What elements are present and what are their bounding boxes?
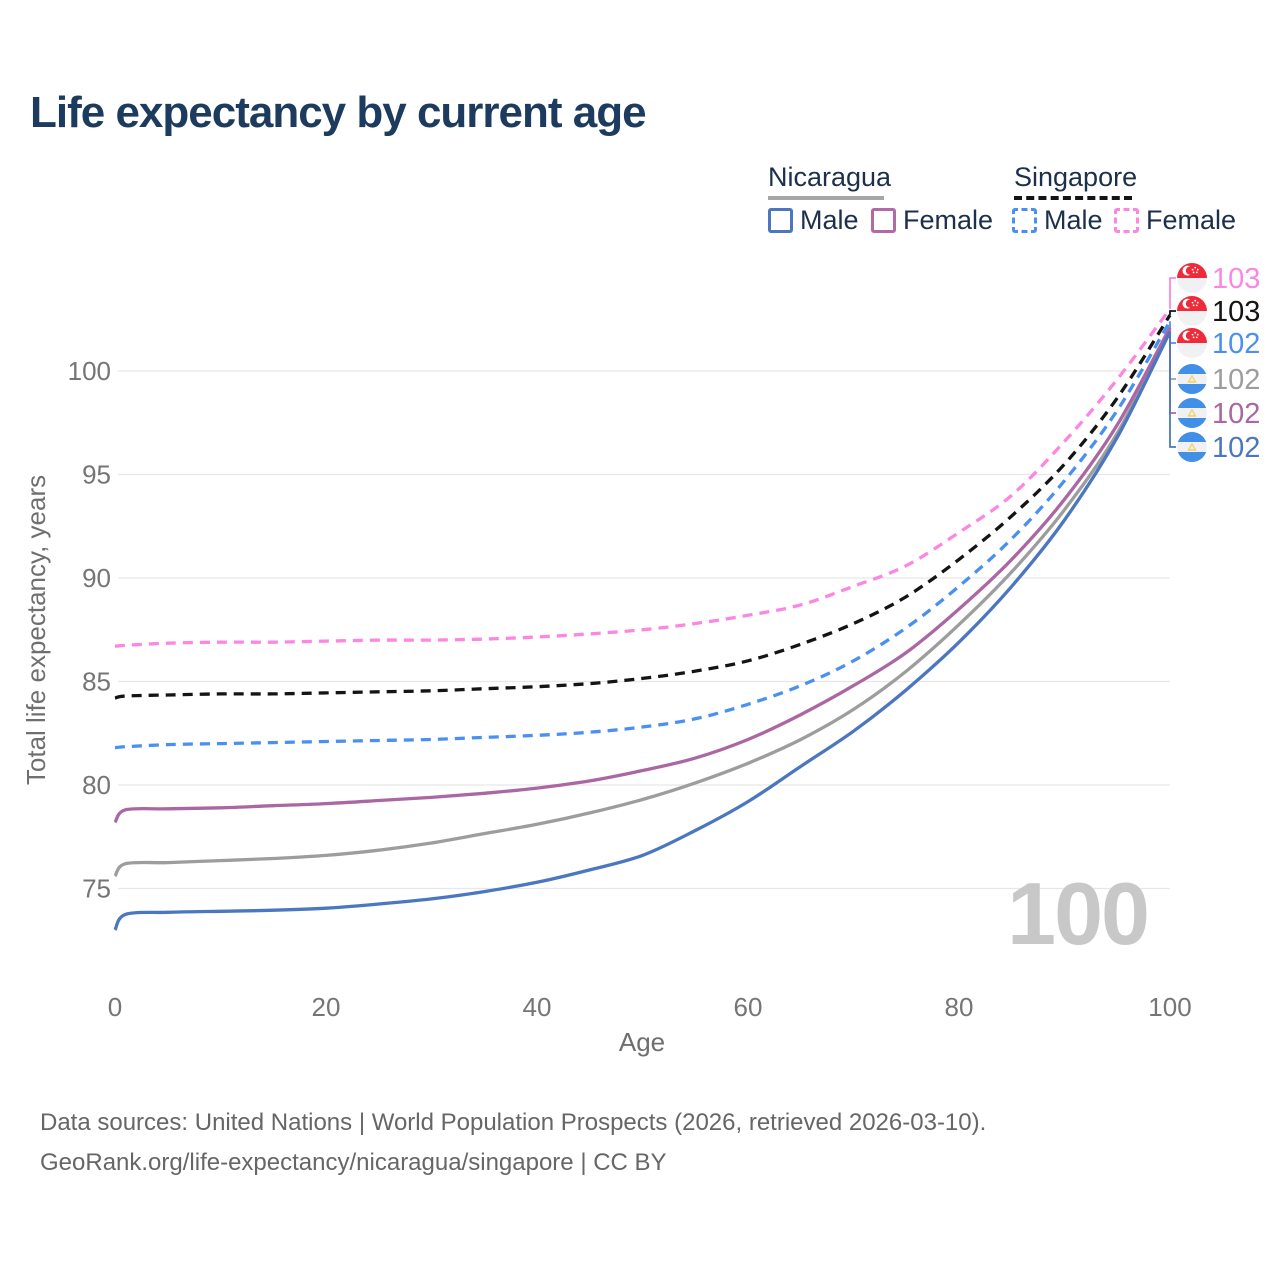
leader-sg-all	[1169, 310, 1176, 316]
page-title: Life expectancy by current age	[30, 88, 647, 137]
flag-icon-sg-all	[1177, 296, 1207, 326]
series-line-ni-male	[113, 330, 1172, 931]
flag-icon-ni-all	[1177, 364, 1207, 394]
legend-item-singapore-male: Male	[1012, 205, 1103, 236]
x-axis-title: Age	[619, 1027, 665, 1057]
legend-country-nicaragua-label: Nicaragua	[768, 162, 892, 192]
legend-label-nicaragua-male: Male	[800, 205, 859, 235]
series-line-sg-all	[114, 314, 1172, 700]
legend-singapore-line-swatch	[1014, 196, 1132, 200]
x-tick-label-80: 80	[945, 992, 974, 1022]
legend-country-singapore-label: Singapore	[1014, 162, 1138, 192]
y-tick-label-80: 80	[82, 770, 111, 800]
leader-sg-female	[1169, 277, 1176, 309]
series-line-sg-female	[114, 307, 1172, 648]
y-tick-label-90: 90	[82, 563, 111, 593]
series-line-ni-all	[113, 328, 1172, 878]
end-value-label-ni-all: 102	[1212, 364, 1260, 396]
end-value-label-sg-female: 103	[1212, 263, 1260, 295]
flag-icon-ni-female	[1177, 398, 1207, 428]
x-tick-label-20: 20	[312, 992, 341, 1022]
y-tick-label-75: 75	[82, 874, 111, 904]
legend-label-singapore-female: Female	[1146, 205, 1237, 235]
end-value-label-ni-male: 102	[1212, 432, 1260, 464]
flag-icon-sg-female	[1177, 263, 1207, 293]
y-tick-label-85: 85	[82, 667, 111, 697]
series-line-sg-male	[114, 320, 1172, 750]
legend-country-singapore[interactable]: Singapore	[1014, 162, 1137, 200]
legend-checkbox-nicaragua-male[interactable]	[768, 208, 793, 233]
y-axis-title: Total life expectancy, years	[21, 475, 51, 785]
attribution-text: GeoRank.org/life-expectancy/nicaragua/si…	[40, 1149, 667, 1176]
y-tick-label-95: 95	[82, 460, 111, 490]
flag-icon-ni-male	[1177, 432, 1207, 462]
legend-nicaragua-line-swatch	[768, 196, 884, 200]
age-frame-watermark: 100	[1007, 864, 1148, 963]
legend-checkbox-singapore-male[interactable]	[1012, 208, 1037, 233]
legend-label-nicaragua-female: Female	[903, 205, 994, 235]
legend-country-nicaragua[interactable]: Nicaragua	[768, 162, 891, 200]
x-tick-label-100: 100	[1148, 992, 1191, 1022]
series-line-ni-female	[113, 326, 1172, 824]
data-sources-text: Data sources: United Nations | World Pop…	[40, 1109, 987, 1136]
legend-item-nicaragua-male: Male	[768, 205, 859, 236]
series-lines-layer	[113, 307, 1172, 931]
axis-labels-layer: 75 80 85 90 95 100 0 20 40 60 80 100 Age Total life e…	[21, 356, 1192, 1057]
end-value-label-sg-all: 103	[1212, 296, 1260, 328]
end-value-label-ni-female: 102	[1212, 398, 1260, 430]
leader-ni-male	[1169, 331, 1176, 448]
legend-checkbox-singapore-female[interactable]	[1114, 208, 1139, 233]
y-tick-label-100: 100	[68, 356, 111, 386]
x-tick-label-40: 40	[523, 992, 552, 1022]
gridlines-layer	[118, 370, 1170, 890]
legend-label-singapore-male: Male	[1044, 205, 1103, 235]
x-tick-label-0: 0	[108, 992, 122, 1022]
x-tick-label-60: 60	[734, 992, 763, 1022]
legend-item-singapore-female: Female	[1114, 205, 1236, 236]
flag-icon-sg-male	[1177, 328, 1207, 358]
legend-item-nicaragua-female: Female	[871, 205, 993, 236]
end-value-label-sg-male: 102	[1212, 328, 1260, 360]
legend-checkbox-nicaragua-female[interactable]	[871, 208, 896, 233]
